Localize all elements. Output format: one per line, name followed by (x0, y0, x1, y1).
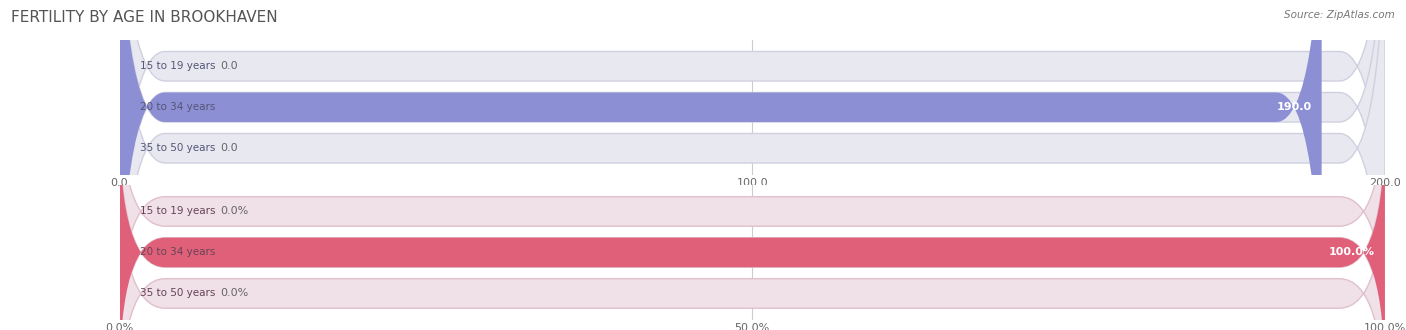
Text: 190.0: 190.0 (1277, 102, 1312, 112)
Text: 15 to 19 years: 15 to 19 years (139, 61, 215, 71)
Text: 35 to 50 years: 35 to 50 years (139, 288, 215, 298)
Text: 15 to 19 years: 15 to 19 years (139, 207, 215, 216)
Text: 20 to 34 years: 20 to 34 years (139, 102, 215, 112)
FancyBboxPatch shape (120, 0, 1385, 330)
FancyBboxPatch shape (120, 161, 1385, 330)
Text: 20 to 34 years: 20 to 34 years (139, 248, 215, 257)
Text: 100.0%: 100.0% (1329, 248, 1375, 257)
Text: 0.0%: 0.0% (221, 207, 249, 216)
Text: 35 to 50 years: 35 to 50 years (139, 143, 215, 153)
Text: Source: ZipAtlas.com: Source: ZipAtlas.com (1284, 10, 1395, 20)
FancyBboxPatch shape (120, 119, 1385, 330)
FancyBboxPatch shape (120, 79, 1385, 330)
FancyBboxPatch shape (120, 0, 1322, 330)
FancyBboxPatch shape (120, 0, 1385, 330)
FancyBboxPatch shape (120, 119, 1385, 330)
FancyBboxPatch shape (120, 0, 1385, 330)
Text: FERTILITY BY AGE IN BROOKHAVEN: FERTILITY BY AGE IN BROOKHAVEN (11, 10, 278, 25)
Text: 0.0: 0.0 (221, 143, 239, 153)
Text: 0.0%: 0.0% (221, 288, 249, 298)
Text: 0.0: 0.0 (221, 61, 239, 71)
